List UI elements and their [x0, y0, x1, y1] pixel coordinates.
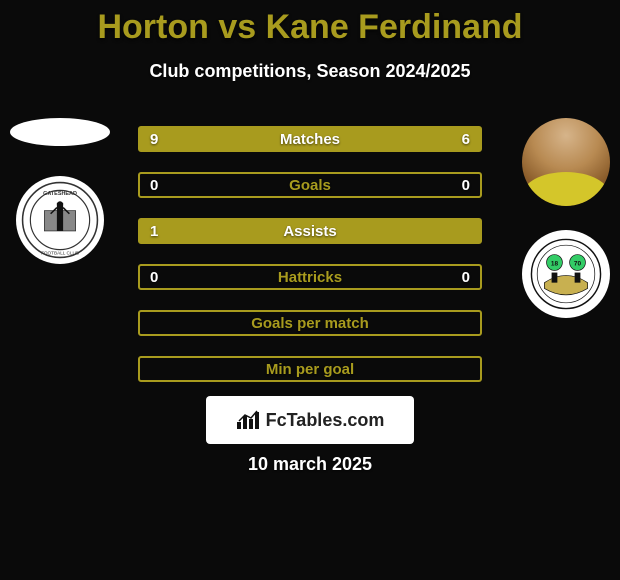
stat-value-left: 9 — [150, 131, 158, 148]
fctables-logo-icon — [236, 410, 262, 430]
player1-column: GATESHEAD FOOTBALL CLUB — [10, 118, 110, 264]
stat-row-hattricks: 0 0 Hattricks — [138, 264, 482, 290]
stat-value-left: 0 — [150, 177, 158, 194]
page-title: Horton vs Kane Ferdinand — [0, 0, 620, 47]
stats-bars: 9 6 Matches 0 0 Goals 1 Assists 0 0 Hattricks Goals… — [138, 126, 482, 402]
stat-label: Matches — [280, 131, 340, 148]
subtitle: Club competitions, Season 2024/2025 — [0, 61, 620, 82]
player2-column: 18 70 — [522, 118, 610, 318]
stat-label: Assists — [283, 223, 336, 240]
player1-photo — [10, 118, 110, 146]
stat-label: Goals — [289, 177, 331, 194]
gateshead-badge-icon: GATESHEAD FOOTBALL CLUB — [21, 181, 99, 259]
attribution-badge: FcTables.com — [206, 396, 414, 444]
stat-row-assists: 1 Assists — [138, 218, 482, 244]
svg-text:FOOTBALL CLUB: FOOTBALL CLUB — [41, 250, 79, 255]
stat-row-min-per-goal: Min per goal — [138, 356, 482, 382]
stat-value-right: 0 — [462, 177, 470, 194]
stat-label: Goals per match — [251, 315, 369, 332]
stat-value-right: 6 — [462, 131, 470, 148]
svg-text:70: 70 — [574, 260, 582, 267]
date-label: 10 march 2025 — [0, 454, 620, 475]
stat-label: Hattricks — [278, 269, 342, 286]
svg-text:18: 18 — [551, 260, 559, 267]
svg-text:GATESHEAD: GATESHEAD — [43, 191, 77, 197]
stat-row-matches: 9 6 Matches — [138, 126, 482, 152]
attribution-text: FcTables.com — [266, 410, 385, 431]
player2-photo — [522, 118, 610, 206]
stat-row-goals: 0 0 Goals — [138, 172, 482, 198]
player2-club-badge: 18 70 — [522, 230, 610, 318]
yeovil-badge-icon: 18 70 — [530, 238, 602, 310]
stat-label: Min per goal — [266, 361, 354, 378]
stat-value-right: 0 — [462, 269, 470, 286]
player1-club-badge: GATESHEAD FOOTBALL CLUB — [16, 176, 104, 264]
stat-value-left: 0 — [150, 269, 158, 286]
stat-value-left: 1 — [150, 223, 158, 240]
bar-fill-right — [344, 128, 480, 150]
stat-row-goals-per-match: Goals per match — [138, 310, 482, 336]
